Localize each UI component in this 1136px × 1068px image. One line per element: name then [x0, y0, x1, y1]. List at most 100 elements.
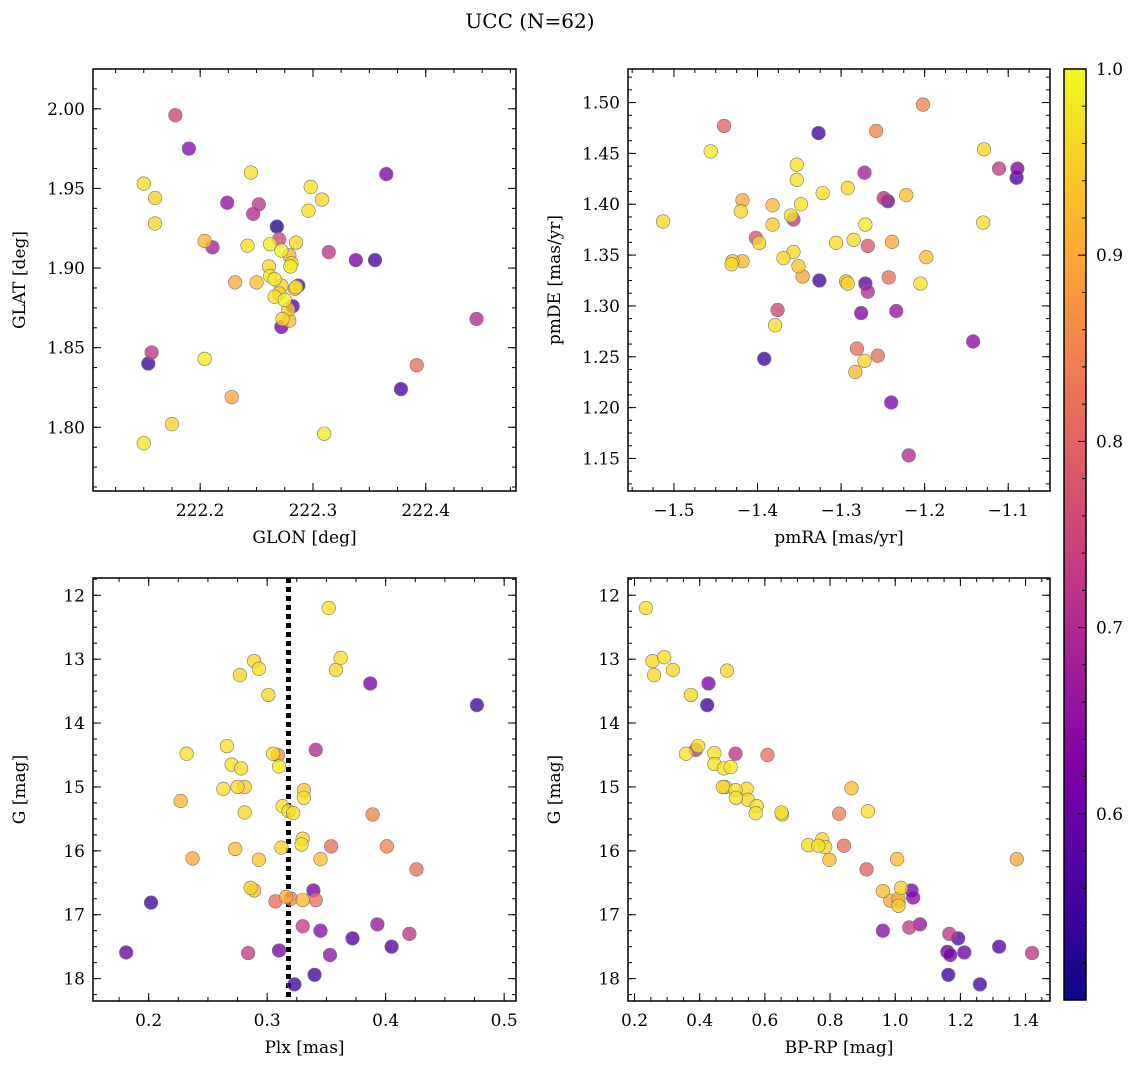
data-point [791, 259, 806, 274]
points-plx_g [119, 600, 484, 992]
points-pmra_pmde [655, 97, 1025, 463]
data-point [690, 738, 706, 754]
data-point [646, 668, 662, 683]
data-point [889, 303, 904, 319]
data-point [703, 144, 718, 159]
ticks-pmra_pmde [628, 69, 1051, 491]
x-axis-label: BP-RP [mag] [785, 1038, 894, 1058]
data-point [147, 190, 163, 206]
data-point [836, 838, 852, 853]
data-point [757, 351, 772, 366]
data-point [317, 426, 332, 441]
y-tick-label: 12 [63, 586, 85, 606]
data-point [860, 284, 875, 299]
data-point [665, 662, 681, 678]
y-tick-label: 16 [63, 842, 85, 862]
x-axis-label: Plx [mas] [264, 1038, 344, 1058]
data-point [765, 198, 780, 213]
data-point [869, 123, 884, 139]
data-point [322, 947, 338, 963]
data-point [279, 889, 294, 904]
data-point [919, 250, 934, 265]
x-tick-label: 1.0 [882, 1011, 909, 1031]
data-point [274, 840, 289, 855]
x-tick-label: 222.3 [289, 501, 338, 521]
figure-title: UCC (N=62) [465, 9, 594, 33]
data-point [333, 650, 348, 665]
data-point [899, 187, 914, 203]
data-point [370, 917, 385, 932]
points-glon_glat [136, 108, 484, 451]
y-axis-label: G [mag] [545, 755, 565, 824]
data-point [840, 180, 855, 196]
data-point [906, 890, 921, 905]
data-point [760, 747, 775, 763]
data-point [275, 311, 290, 327]
data-point [891, 898, 906, 913]
data-point [294, 837, 309, 852]
data-point [976, 215, 991, 230]
x-tick-label: 222.4 [401, 501, 450, 521]
y-tick-label: 17 [598, 906, 620, 926]
colorbar-tick-label: 0.9 [1096, 246, 1123, 266]
data-point [728, 746, 743, 761]
data-point [324, 839, 339, 854]
data-point [307, 967, 322, 982]
data-point [828, 235, 844, 250]
x-axis-label: GLON [deg] [252, 528, 356, 548]
data-point [243, 880, 258, 896]
data-point [859, 862, 874, 877]
data-point [783, 208, 799, 223]
data-point [197, 351, 212, 366]
data-point [902, 920, 917, 935]
data-point [678, 746, 694, 761]
plots-group: 222.2 222.3 222.4 1.80 1.85 1.90 1.95 2.00 GLON … [10, 68, 1051, 1058]
y-tick-label: 1.80 [47, 418, 85, 438]
data-point [770, 302, 785, 318]
ticks-glon_glat [93, 68, 516, 491]
data-point [884, 395, 899, 410]
data-point [143, 895, 159, 910]
data-point [274, 243, 289, 258]
data-point [345, 931, 360, 946]
data-point [243, 165, 259, 180]
y-tick-label: 1.45 [582, 144, 620, 164]
x-tick-label: 0.3 [254, 1011, 281, 1031]
data-point [941, 967, 956, 982]
data-point [875, 883, 890, 899]
y-tick-label: 1.30 [582, 297, 620, 317]
y-tick-label: 1.85 [47, 339, 85, 359]
y-tick-label: 1.25 [582, 348, 620, 368]
x-tick-label: −1.4 [737, 501, 778, 521]
data-point [915, 97, 931, 112]
data-point [251, 852, 266, 867]
x-tick-label: 0.4 [686, 1011, 713, 1031]
data-point [363, 676, 378, 691]
data-point [224, 389, 239, 405]
y-axis-label: GLAT [deg] [10, 231, 30, 329]
data-point [232, 668, 248, 683]
x-tick-label: −1.3 [820, 501, 861, 521]
y-tick-label: 1.90 [47, 259, 85, 279]
colorbar-tick-label: 0.8 [1096, 432, 1123, 452]
y-tick-label: 13 [63, 650, 85, 670]
data-point [657, 650, 672, 665]
data-point [313, 923, 328, 938]
data-point [164, 417, 180, 432]
data-point [840, 276, 855, 291]
data-point [976, 142, 992, 157]
data-point [288, 235, 304, 250]
data-point [271, 759, 287, 774]
data-point [379, 839, 394, 854]
data-point [469, 698, 484, 713]
data-point [266, 746, 281, 761]
data-point [901, 448, 916, 463]
data-point [119, 945, 134, 960]
x-tick-label: 0.4 [372, 1011, 399, 1031]
data-point [881, 270, 896, 285]
y-axis-label: pmDE [mas/yr] [545, 215, 565, 345]
data-point [857, 353, 872, 368]
colorbar: 0.6 0.7 0.8 0.9 1.0 [1063, 60, 1123, 1001]
y-tick-label: 1.20 [582, 399, 620, 419]
data-point [237, 805, 252, 820]
